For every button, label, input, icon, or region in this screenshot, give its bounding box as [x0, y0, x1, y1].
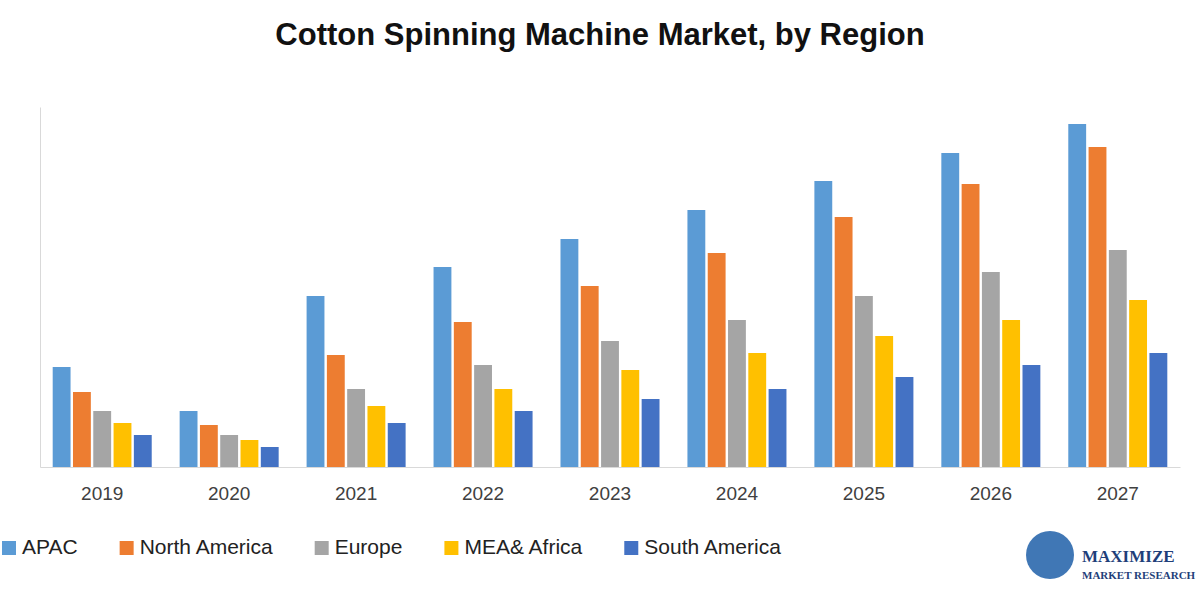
series	[134, 353, 1167, 467]
legend: APAC North America Europe MEA& Africa South …	[2, 535, 781, 558]
bar	[220, 435, 238, 467]
bar	[307, 296, 325, 467]
plot: 2019 2020 2021 2022 2023 2024 2025 2026 2027	[41, 108, 1181, 505]
bar	[560, 239, 578, 467]
bar	[474, 365, 492, 467]
x-tick-label: 2021	[335, 483, 377, 504]
x-tick-label: 2023	[589, 483, 631, 504]
bar	[1149, 353, 1167, 467]
x-tick-label: 2024	[716, 483, 759, 504]
bar	[875, 336, 893, 467]
legend-label: APAC	[22, 535, 78, 558]
bar	[93, 411, 111, 467]
bar	[708, 253, 726, 467]
bar	[581, 286, 599, 467]
bar	[180, 411, 198, 467]
title: Cotton Spinning Machine Market, by Regio…	[275, 17, 924, 52]
bar	[814, 181, 832, 467]
bar	[1109, 250, 1127, 467]
bar	[1089, 147, 1107, 467]
annotation: MAXIMIZE	[1082, 547, 1175, 566]
x-tick: 2020	[208, 467, 250, 504]
x-tick-label: 2027	[1097, 483, 1139, 504]
legend-item: Europe	[315, 535, 403, 558]
chart: Cotton Spinning Machine Market, by Regio…	[0, 0, 1200, 600]
bar	[114, 423, 132, 467]
bar	[601, 341, 619, 467]
bar	[941, 153, 959, 467]
bar	[769, 389, 787, 467]
x-tick: 2019	[81, 467, 123, 504]
legend-item: APAC	[2, 535, 78, 558]
series	[93, 250, 1126, 467]
bar	[621, 370, 639, 467]
bar	[494, 389, 512, 467]
x-axis-line	[41, 467, 1181, 468]
x-axis: 2019 2020 2021 2022 2023 2024 2025 2026 2027	[41, 467, 1181, 504]
legend-swatch	[120, 541, 134, 555]
bar	[73, 392, 91, 467]
bar	[434, 267, 452, 467]
bar	[53, 367, 71, 467]
legend-swatch	[444, 541, 458, 555]
x-tick: 2022	[462, 467, 504, 504]
x-tick: 2023	[589, 467, 631, 504]
bar	[327, 355, 345, 467]
y-axis	[40, 108, 41, 468]
bar	[1023, 365, 1041, 467]
x-tick: 2021	[335, 467, 377, 504]
x-tick: 2024	[716, 467, 759, 504]
x-tick-label: 2026	[970, 483, 1012, 504]
bar	[642, 399, 660, 467]
bar	[748, 353, 766, 467]
bar	[896, 377, 914, 467]
x-tick: 2026	[970, 467, 1012, 504]
bar	[388, 423, 406, 467]
legend-label: South America	[644, 535, 781, 558]
legend-item: South America	[624, 535, 781, 558]
bar	[241, 440, 259, 467]
bar	[855, 296, 873, 467]
bar	[515, 411, 533, 467]
bar	[982, 272, 1000, 467]
bar	[1068, 124, 1086, 467]
bar	[454, 322, 472, 467]
bar	[200, 425, 218, 467]
y-axis-line	[40, 108, 41, 468]
legend-swatch	[315, 541, 329, 555]
bar	[835, 217, 853, 467]
legend-swatch	[624, 541, 638, 555]
bar	[367, 406, 385, 467]
bar	[728, 320, 746, 467]
series	[73, 147, 1106, 467]
x-tick: 2025	[843, 467, 885, 504]
legend-swatch	[2, 541, 16, 555]
bars	[53, 124, 1168, 467]
bar	[134, 435, 152, 467]
logo-globe	[1026, 531, 1074, 579]
series	[53, 124, 1086, 467]
x-tick: 2027	[1097, 467, 1139, 504]
x-tick-label: 2022	[462, 483, 504, 504]
x-tick-label: 2020	[208, 483, 250, 504]
bar	[962, 184, 980, 467]
logo: MAXIMIZE MARKET RESEARCH	[1026, 531, 1196, 581]
legend-item: North America	[120, 535, 273, 558]
legend-label: North America	[140, 535, 273, 558]
legend-label: MEA& Africa	[464, 535, 582, 558]
bar	[1002, 320, 1020, 467]
bar	[347, 389, 365, 467]
legend-label: Europe	[335, 535, 403, 558]
series	[114, 300, 1147, 467]
bar	[1129, 300, 1147, 467]
bar	[687, 210, 705, 467]
annotation: MARKET RESEARCH	[1082, 569, 1196, 581]
x-tick-label: 2025	[843, 483, 885, 504]
x-tick-label: 2019	[81, 483, 123, 504]
bar	[261, 447, 279, 467]
legend-item: MEA& Africa	[444, 535, 582, 558]
